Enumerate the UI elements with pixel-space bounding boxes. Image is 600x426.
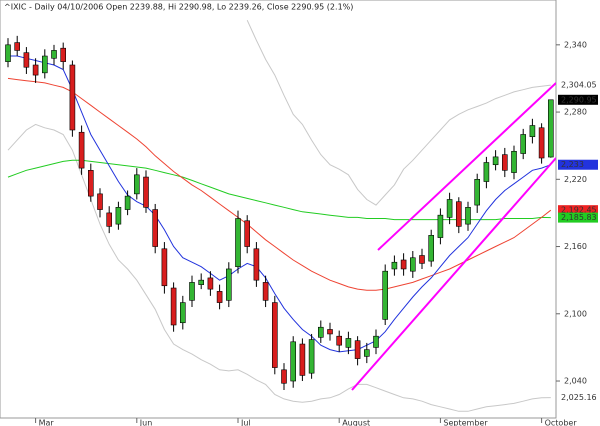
y-tick-label: 2,340 bbox=[564, 40, 587, 49]
channel-lines bbox=[351, 82, 556, 391]
value-marker bbox=[558, 159, 598, 170]
channel-upper bbox=[377, 82, 556, 251]
plot-area bbox=[0, 0, 557, 419]
candle-body bbox=[152, 209, 158, 247]
value-marker-label: 2,025.16 bbox=[561, 393, 597, 402]
candle-body bbox=[501, 154, 508, 171]
value-marker-label: 2,192.45 bbox=[561, 206, 597, 215]
y-tick-label: 2,280 bbox=[564, 108, 587, 117]
value-marker bbox=[558, 94, 598, 105]
candle-body bbox=[428, 235, 435, 262]
x-tick-label: Mar bbox=[39, 419, 55, 426]
x-tick-label: October bbox=[545, 419, 578, 426]
indicator-layer bbox=[7, 19, 552, 412]
candle-body bbox=[143, 176, 149, 208]
candle-body bbox=[336, 335, 343, 346]
y-tick-label: 2,100 bbox=[564, 309, 587, 318]
value-marker bbox=[558, 80, 598, 91]
y-tick-label: 2,160 bbox=[564, 242, 587, 251]
candle-body bbox=[409, 257, 416, 272]
candle-body bbox=[281, 369, 287, 384]
candle-body bbox=[115, 207, 122, 225]
y-tick-label: 2,040 bbox=[564, 377, 587, 386]
indicator-line bbox=[7, 77, 552, 291]
candle-body bbox=[446, 199, 453, 218]
candle-body bbox=[511, 150, 517, 173]
candle-body bbox=[78, 131, 85, 169]
candle-layer bbox=[5, 35, 554, 390]
candle-body bbox=[97, 193, 103, 210]
value-marker-label: 2,185.83 bbox=[561, 213, 597, 222]
value-marker-label: 2,304.05 bbox=[561, 81, 597, 90]
candle-body bbox=[382, 270, 389, 320]
value-marker bbox=[558, 212, 598, 223]
candle-body bbox=[198, 279, 204, 285]
candle-body bbox=[345, 338, 352, 348]
candle-body bbox=[106, 212, 112, 227]
candle-body bbox=[14, 42, 20, 51]
candle-body bbox=[400, 259, 407, 270]
candle-body bbox=[363, 349, 370, 357]
candle-body bbox=[373, 335, 379, 348]
candle-body bbox=[23, 52, 30, 68]
candle-body bbox=[299, 343, 306, 376]
candle-body bbox=[465, 207, 471, 225]
candle-body bbox=[41, 55, 48, 74]
candle-body bbox=[419, 255, 425, 264]
value-marker-label: 2,290.95 bbox=[561, 95, 597, 104]
value-marker-label: 2,233 bbox=[561, 160, 584, 169]
candle-body bbox=[69, 64, 76, 131]
indicator-line bbox=[7, 123, 551, 412]
candle-body bbox=[271, 302, 278, 368]
candle-body bbox=[226, 268, 232, 301]
candle-body bbox=[253, 248, 260, 281]
candle-body bbox=[170, 287, 177, 326]
candle-body bbox=[51, 50, 57, 59]
candle-body bbox=[492, 156, 499, 166]
candle-body bbox=[529, 125, 536, 138]
candle-body bbox=[235, 218, 241, 268]
candle-body bbox=[354, 340, 361, 359]
candle-body bbox=[134, 174, 140, 195]
candle-body bbox=[124, 195, 131, 210]
candle-body bbox=[327, 329, 333, 335]
candle-body bbox=[538, 127, 545, 159]
candle-body bbox=[60, 47, 67, 62]
indicator-line bbox=[8, 55, 551, 353]
value-marker bbox=[558, 392, 598, 403]
candle-body bbox=[308, 339, 315, 374]
chart-title: ^IXIC - Daily 04/10/2006 Open 2239.88, H… bbox=[4, 3, 353, 12]
candle-body bbox=[455, 201, 462, 227]
x-tick-label: Jun bbox=[139, 419, 153, 426]
x-tick-label: Jul bbox=[240, 419, 251, 426]
candle-body bbox=[547, 99, 554, 158]
indicator-line bbox=[246, 19, 551, 206]
candle-body bbox=[474, 179, 481, 206]
candle-body bbox=[437, 214, 444, 238]
value-marker bbox=[558, 205, 598, 216]
candle-body bbox=[216, 291, 223, 303]
axis-layer: 2,040 2,100 2,160 2,220 2,280 2,340 Mar Jun Jul A… bbox=[35, 40, 598, 426]
candle-body bbox=[32, 64, 39, 76]
candle-body bbox=[290, 341, 297, 382]
candle-body bbox=[180, 302, 186, 324]
channel-lower bbox=[351, 157, 556, 391]
candle-body bbox=[262, 282, 269, 301]
x-tick-label: September bbox=[443, 419, 488, 426]
candle-body bbox=[244, 220, 250, 247]
candle-body bbox=[88, 170, 94, 197]
candle-body bbox=[207, 277, 214, 290]
candle-body bbox=[161, 248, 168, 287]
candle-body bbox=[483, 162, 490, 182]
x-tick-label: August bbox=[342, 419, 370, 426]
candle-body bbox=[5, 44, 11, 62]
candle-body bbox=[391, 261, 398, 270]
candle-body bbox=[189, 282, 195, 301]
candle-body bbox=[520, 134, 527, 154]
candle-body bbox=[317, 326, 324, 338]
y-tick-label: 2,220 bbox=[564, 175, 587, 184]
